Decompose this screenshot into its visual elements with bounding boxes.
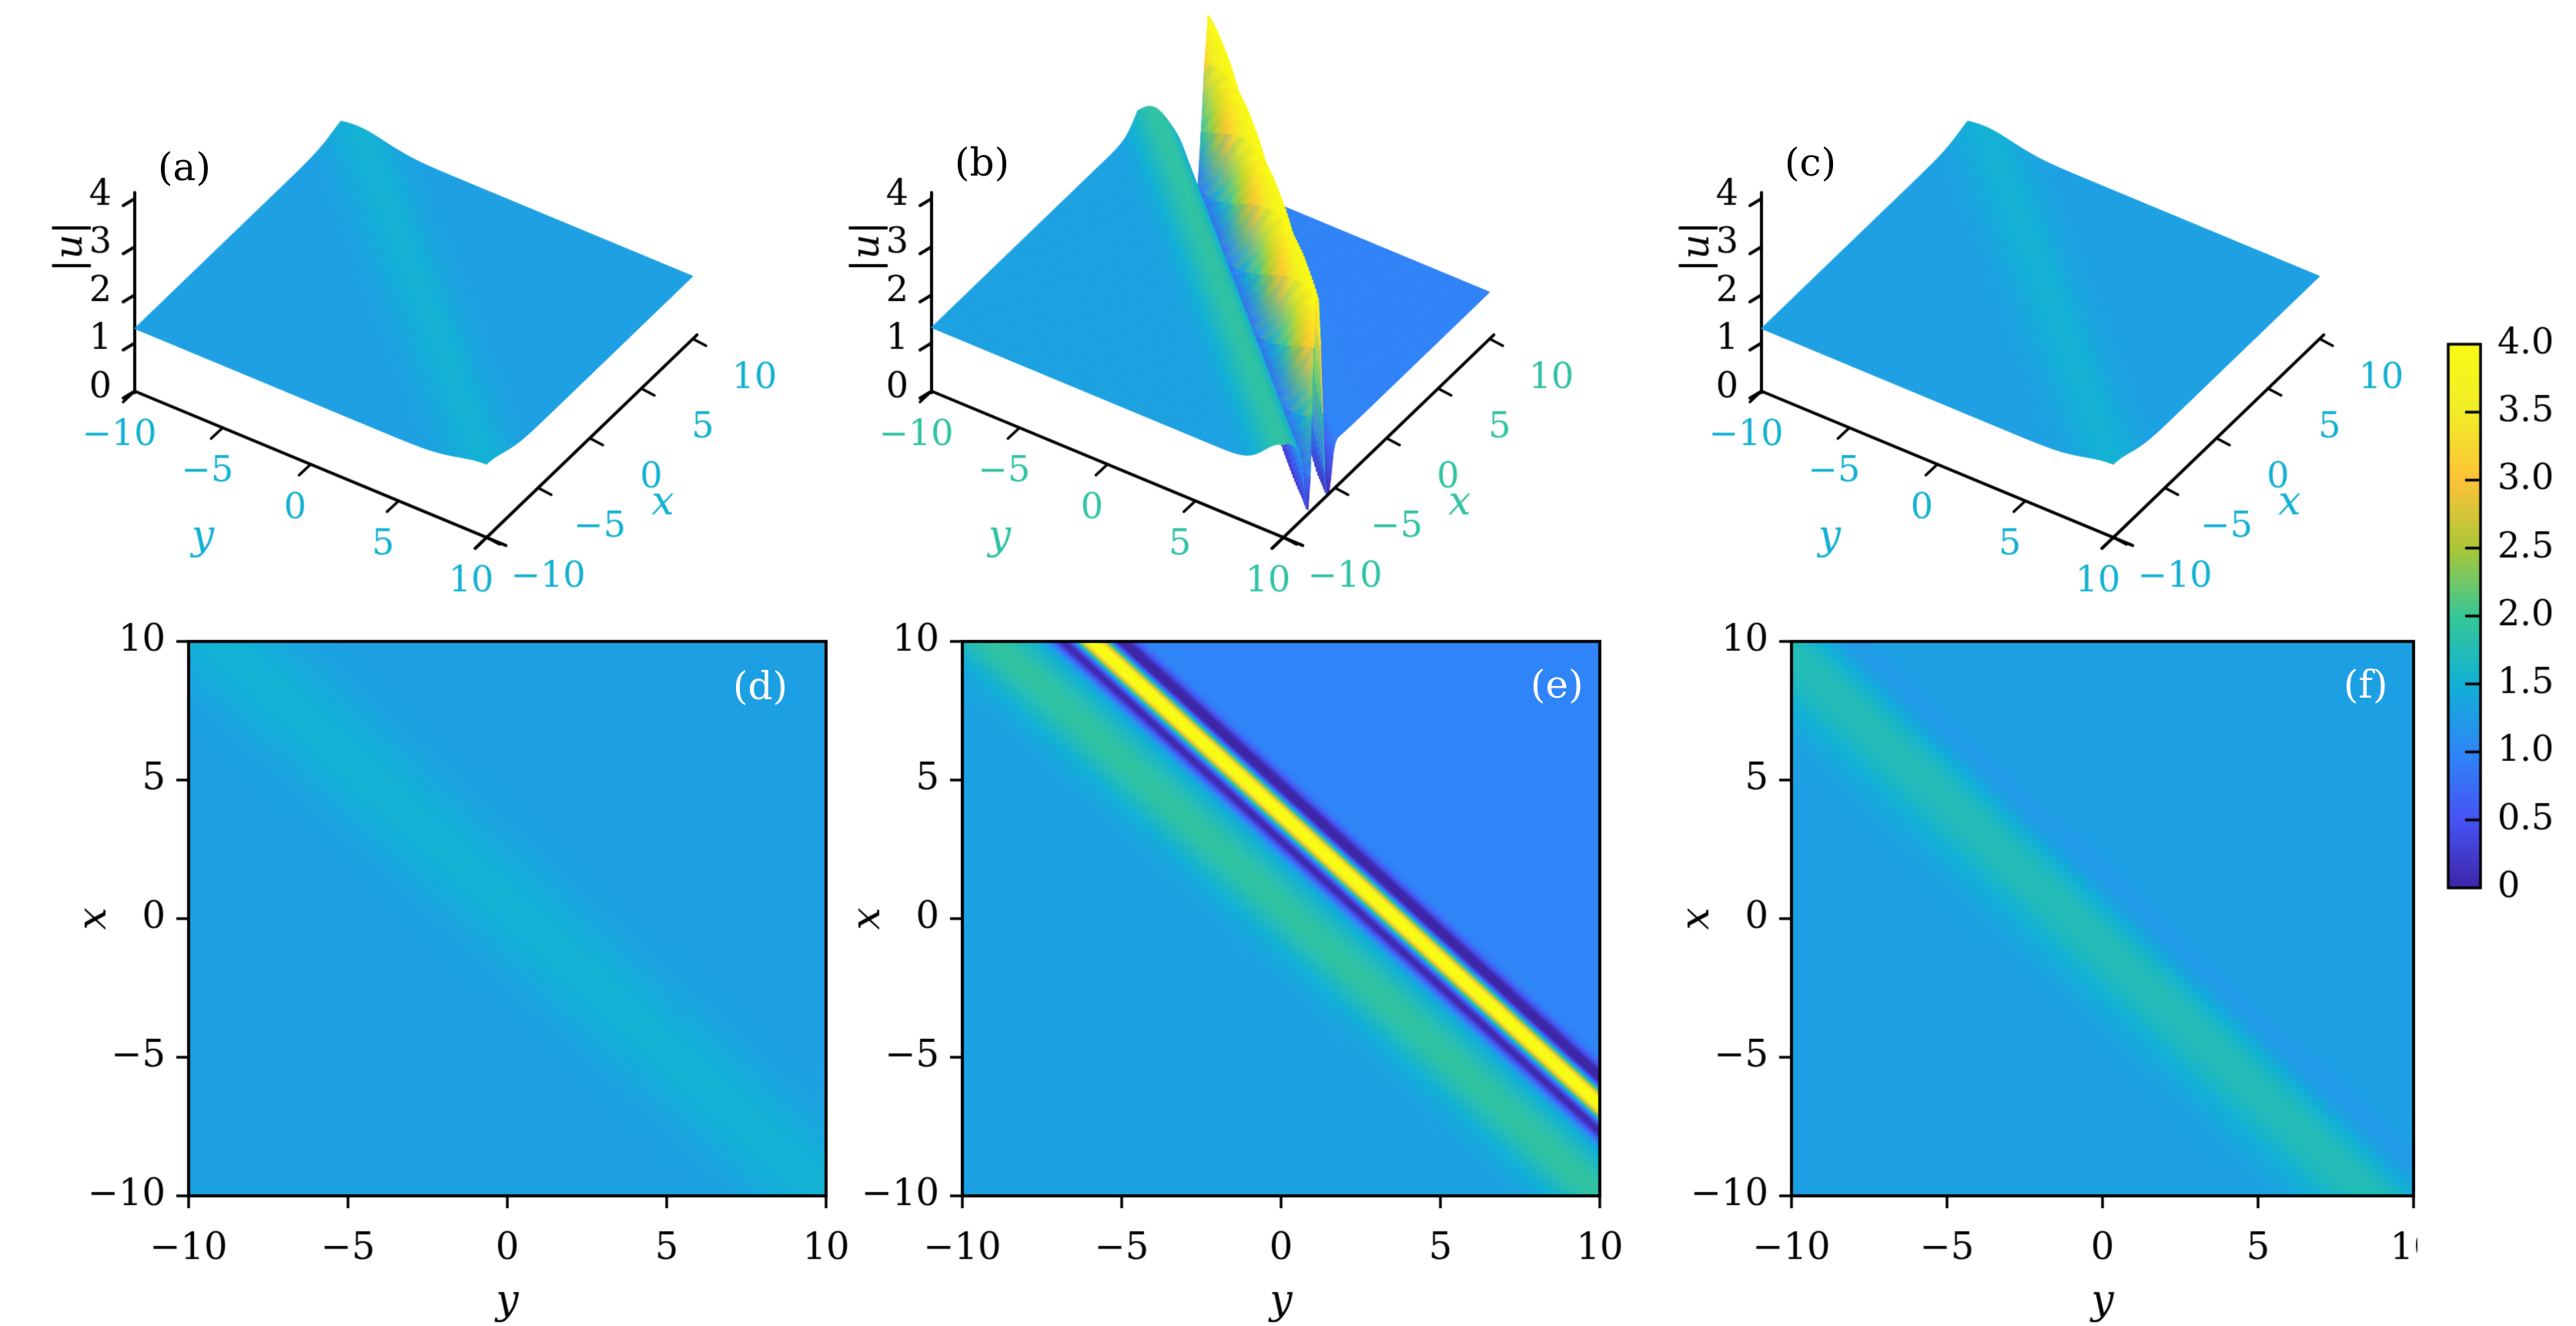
surface-plot-a (0, 0, 816, 593)
panel-label-f: (f) (2343, 662, 2388, 707)
surface-plot-b (808, 0, 1624, 593)
panel-label-d: (d) (733, 664, 788, 708)
panel-label-e: (e) (1531, 662, 1584, 707)
panel-label-a: (a) (158, 145, 211, 189)
surface-plot-c (1617, 0, 2433, 593)
panel-label-c: (c) (1785, 140, 1837, 185)
colorbar (2417, 308, 2576, 963)
panel-label-b: (b) (955, 140, 1010, 185)
heatmap-d (0, 593, 870, 1326)
heatmap-f (1640, 593, 2417, 1326)
heatmap-e (831, 593, 1640, 1326)
